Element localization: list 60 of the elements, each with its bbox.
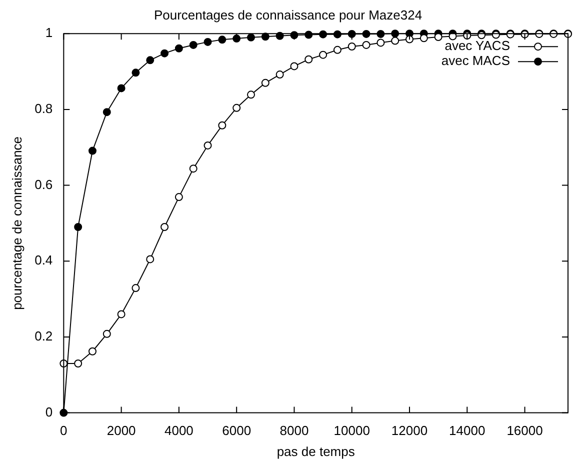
y-tick-label: 0 — [45, 404, 53, 420]
point — [102, 108, 111, 116]
point — [348, 42, 356, 50]
point — [204, 141, 212, 150]
y-tick-label: 0.4 — [34, 252, 53, 268]
point — [304, 55, 313, 64]
x-tick-label: 4000 — [164, 423, 194, 438]
point — [132, 68, 140, 77]
legend-label: avec YACS — [444, 38, 510, 54]
legend-label: avec MACS — [441, 53, 510, 68]
point — [102, 330, 111, 338]
point — [276, 70, 284, 79]
point — [376, 38, 385, 47]
x-tick-label: 6000 — [222, 423, 252, 438]
point — [319, 50, 328, 59]
point — [405, 35, 414, 44]
point — [132, 284, 140, 292]
point — [246, 33, 255, 42]
x-axis-title: pas de temps — [276, 444, 356, 459]
point — [174, 44, 183, 52]
point — [261, 32, 270, 41]
chart-title: Pourcentages de connaissance pour Maze324 — [154, 7, 422, 22]
x-tick-label: 8000 — [280, 423, 309, 438]
point — [88, 347, 96, 356]
y-tick-label: 1 — [45, 25, 53, 40]
x-tick-label: 16000 — [506, 423, 543, 438]
point — [333, 46, 342, 54]
point — [434, 33, 442, 42]
point — [232, 104, 241, 112]
point — [174, 193, 183, 202]
y-tick-label: 0.2 — [34, 328, 53, 344]
x-tick-label: 10000 — [334, 423, 370, 438]
x-tick-label: 12000 — [391, 423, 428, 438]
point — [189, 40, 198, 49]
x-tick-label: 0 — [60, 423, 68, 438]
y-axis-title: pourcentage de connaissance — [9, 136, 24, 310]
point — [160, 49, 169, 58]
point — [391, 36, 400, 45]
point — [232, 34, 241, 43]
point — [420, 34, 428, 42]
point — [88, 146, 96, 155]
point — [362, 40, 370, 49]
point — [218, 36, 226, 44]
point — [117, 84, 126, 92]
point — [74, 360, 82, 368]
point — [189, 164, 198, 173]
x-tick-label: 14000 — [449, 423, 486, 438]
point — [204, 38, 212, 46]
point — [218, 121, 226, 130]
point — [117, 310, 126, 318]
y-tick-label: 0.6 — [34, 176, 53, 192]
point — [261, 78, 270, 87]
x-tick-label: 2000 — [106, 423, 136, 438]
point — [146, 56, 154, 64]
point — [160, 222, 169, 231]
point — [290, 62, 298, 70]
point — [74, 222, 82, 231]
point — [246, 90, 255, 99]
y-tick-label: 0.8 — [34, 101, 53, 116]
point — [146, 255, 154, 264]
